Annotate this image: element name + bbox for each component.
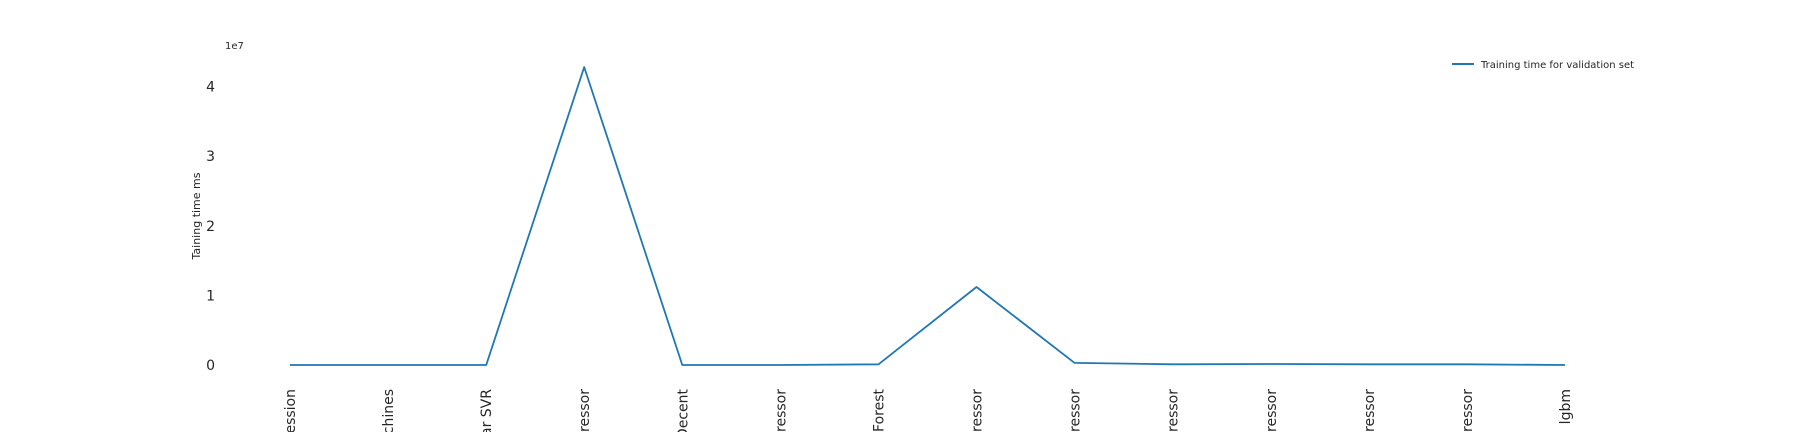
- y-axis: 0 1 2 3 4: [206, 80, 215, 374]
- series-lines: [290, 66, 1566, 366]
- y-tick-label: 1: [206, 288, 215, 304]
- y-axis-offset-label: 1e7: [225, 41, 244, 52]
- series-line: [290, 66, 1566, 366]
- x-tick-label: gressor: [970, 389, 986, 432]
- y-tick-label: 0: [206, 358, 215, 374]
- y-tick-label: 4: [206, 80, 215, 96]
- x-tick-label: gressor: [773, 389, 789, 432]
- x-tick-label: Decent: [675, 389, 691, 432]
- x-tick-label: Forest: [871, 388, 887, 431]
- y-tick-label: 2: [206, 219, 215, 235]
- x-tick-label: ressor: [1068, 389, 1084, 432]
- x-tick-label: gressor: [577, 389, 593, 432]
- x-tick-label: ressor: [1264, 389, 1280, 432]
- legend: Training time for validation set: [1452, 60, 1634, 71]
- y-tick-label: 3: [206, 149, 215, 165]
- x-tick-label: lgbm: [1558, 389, 1574, 424]
- x-tick-label: ar SVR: [479, 389, 495, 432]
- x-tick-label: ression: [283, 389, 299, 432]
- x-axis: ression chines ar SVR gressor Decent gressor F…: [283, 388, 1574, 436]
- x-tick-label: ressor: [1460, 389, 1476, 432]
- y-axis-label: Taining time ms: [190, 172, 203, 260]
- legend-label: Training time for validation set: [1480, 60, 1634, 71]
- x-tick-label: ressor: [1166, 389, 1182, 432]
- x-tick-label: chines: [381, 389, 397, 432]
- x-tick-label: gressor: [1362, 389, 1378, 432]
